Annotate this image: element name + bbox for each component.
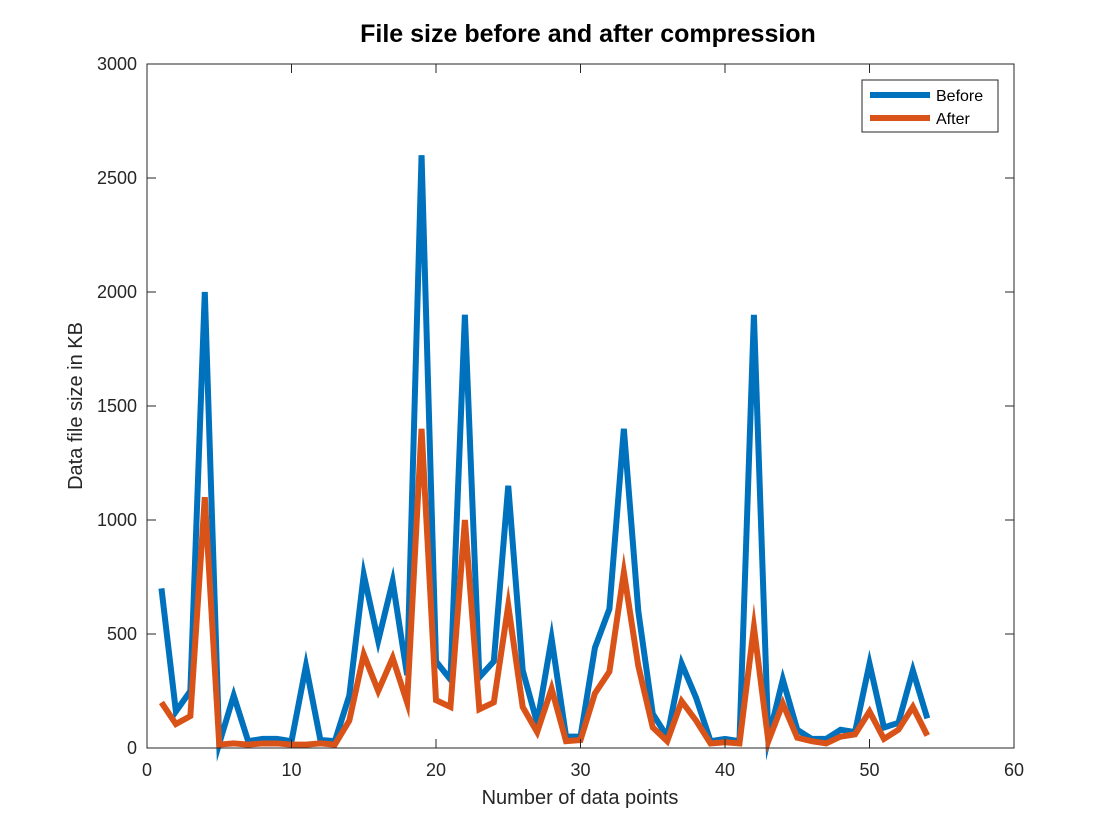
y-tick-label: 500 <box>107 624 137 644</box>
x-tick-label: 20 <box>426 760 446 780</box>
x-tick-label: 40 <box>715 760 735 780</box>
legend-label-before: Before <box>936 88 983 105</box>
y-tick-label: 1000 <box>97 510 137 530</box>
x-tick-label: 50 <box>859 760 879 780</box>
x-tick-label: 10 <box>281 760 301 780</box>
x-tick-label: 30 <box>570 760 590 780</box>
plot-background <box>147 64 1014 748</box>
y-axis-label: Data file size in KB <box>65 322 87 490</box>
legend-label-after: After <box>936 111 970 128</box>
legend: Before After <box>861 79 999 133</box>
y-axis-ticks: 0 500 1000 1500 2000 2500 3000 <box>97 54 1014 758</box>
series-line-before <box>158 155 931 762</box>
series-layer <box>158 155 931 762</box>
x-axis-label: Number of data points <box>482 787 679 809</box>
y-tick-label: 2500 <box>97 168 137 188</box>
x-tick-label: 60 <box>1004 760 1024 780</box>
x-tick-label: 0 <box>142 760 152 780</box>
y-tick-label: 0 <box>127 738 137 758</box>
y-tick-label: 1500 <box>97 396 137 416</box>
y-tick-label: 2000 <box>97 282 137 302</box>
x-axis-ticks: 0 10 20 30 40 50 60 <box>142 64 1024 780</box>
series-line-after <box>158 428 930 754</box>
legend-box <box>861 79 999 133</box>
y-tick-label: 3000 <box>97 54 137 74</box>
plot-area: 0 10 20 30 40 50 60 0 500 1000 1500 2000 2500 3000 <box>97 54 1024 780</box>
chart-title: File size before and after compression <box>360 20 816 48</box>
